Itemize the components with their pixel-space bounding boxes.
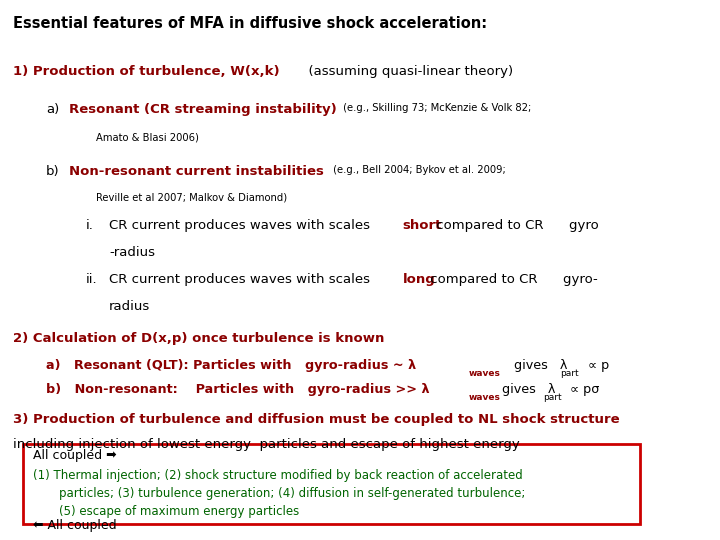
Text: gives   λ: gives λ xyxy=(494,359,567,372)
Text: 2) Calculation of D(x,p) once turbulence is known: 2) Calculation of D(x,p) once turbulence… xyxy=(13,332,384,345)
Text: b): b) xyxy=(46,165,60,178)
Text: (e.g., Bell 2004; Bykov et al. 2009;: (e.g., Bell 2004; Bykov et al. 2009; xyxy=(330,165,506,175)
Text: including injection of lowest energy  particles and escape of highest energy: including injection of lowest energy par… xyxy=(13,438,520,451)
Text: (1) Thermal injection; (2) shock structure modified by back reaction of accelera: (1) Thermal injection; (2) shock structu… xyxy=(33,469,523,482)
Text: Non-resonant current instabilities: Non-resonant current instabilities xyxy=(69,165,324,178)
Text: ii.: ii. xyxy=(86,273,97,286)
Text: gives   λ: gives λ xyxy=(494,383,555,396)
Text: Reville et al 2007; Malkov & Diamond): Reville et al 2007; Malkov & Diamond) xyxy=(96,193,287,203)
Text: 3) Production of turbulence and diffusion must be coupled to NL shock structure: 3) Production of turbulence and diffusio… xyxy=(13,413,620,426)
Text: ∝ p: ∝ p xyxy=(584,359,609,372)
Text: waves: waves xyxy=(469,393,500,402)
Text: CR current produces waves with scales: CR current produces waves with scales xyxy=(109,219,374,232)
Text: (assuming quasi-linear theory): (assuming quasi-linear theory) xyxy=(300,65,513,78)
Text: part: part xyxy=(560,369,578,378)
Text: -radius: -radius xyxy=(109,246,155,259)
Text: waves: waves xyxy=(469,369,500,378)
Text: compared to CR      gyro-: compared to CR gyro- xyxy=(426,273,598,286)
Text: (e.g., Skilling 73; McKenzie & Volk 82;: (e.g., Skilling 73; McKenzie & Volk 82; xyxy=(340,103,531,113)
Text: ∝ pσ: ∝ pσ xyxy=(567,383,600,396)
Text: Amato & Blasi 2006): Amato & Blasi 2006) xyxy=(96,132,199,143)
Text: a)   Resonant (QLT): Particles with   gyro-radius ~ λ: a) Resonant (QLT): Particles with gyro-r… xyxy=(46,359,416,372)
Text: b)   Non-resonant:    Particles with   gyro-radius >> λ: b) Non-resonant: Particles with gyro-rad… xyxy=(46,383,430,396)
Text: short: short xyxy=(402,219,442,232)
FancyBboxPatch shape xyxy=(23,444,640,524)
Text: Essential features of MFA in diffusive shock acceleration:: Essential features of MFA in diffusive s… xyxy=(13,16,487,31)
Text: compared to CR      gyro: compared to CR gyro xyxy=(433,219,599,232)
Text: long: long xyxy=(402,273,436,286)
Text: radius: radius xyxy=(109,300,150,313)
Text: CR current produces waves with scales: CR current produces waves with scales xyxy=(109,273,374,286)
Text: (5) escape of maximum energy particles: (5) escape of maximum energy particles xyxy=(60,505,300,518)
Text: i.: i. xyxy=(86,219,94,232)
Text: a): a) xyxy=(46,103,60,116)
Text: part: part xyxy=(543,393,562,402)
Text: Resonant (CR streaming instability): Resonant (CR streaming instability) xyxy=(69,103,337,116)
Text: ⬅ All coupled: ⬅ All coupled xyxy=(33,519,117,532)
Text: particles; (3) turbulence generation; (4) diffusion in self-generated turbulence: particles; (3) turbulence generation; (4… xyxy=(60,487,526,500)
Text: All coupled ➡: All coupled ➡ xyxy=(33,449,117,462)
Text: 1) Production of turbulence, W(x,k): 1) Production of turbulence, W(x,k) xyxy=(13,65,280,78)
